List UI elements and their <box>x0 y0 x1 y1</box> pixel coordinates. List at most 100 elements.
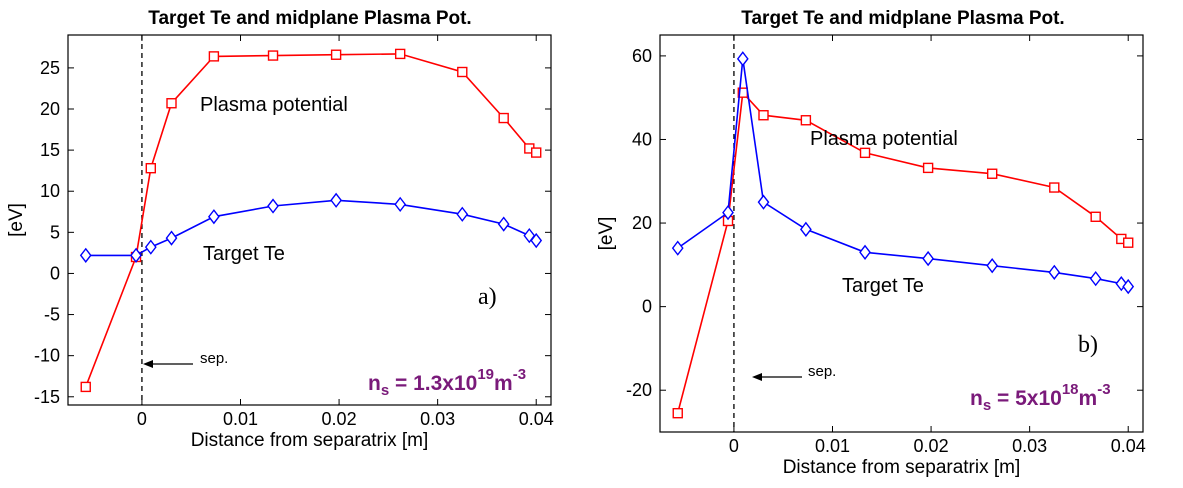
series-label: Plasma potential <box>200 94 348 116</box>
data-point-diamond <box>530 232 543 249</box>
density-unit: m <box>494 372 513 395</box>
density-prefix: n <box>970 387 983 410</box>
y-tick-label: 5 <box>50 222 60 242</box>
data-point-diamond <box>922 250 934 267</box>
data-point-diamond <box>800 221 812 237</box>
y-tick-label: 60 <box>632 46 652 66</box>
sep-arrow-head <box>143 360 153 368</box>
density-unit-exp: -3 <box>1097 381 1110 398</box>
y-tick-label: -20 <box>626 380 652 400</box>
data-point-diamond <box>130 247 142 264</box>
data-point-diamond <box>722 204 734 221</box>
x-tick-label: 0.01 <box>815 436 850 456</box>
data-point-square <box>1049 182 1060 193</box>
plot-frame <box>67 34 552 406</box>
x-tick-label: 0.01 <box>223 409 258 429</box>
data-point-square <box>986 168 998 179</box>
chart-panel-a: Target Te and midplane Plasma Pot. 0 0.01 0… <box>6 8 554 451</box>
data-point-square <box>1090 211 1101 222</box>
x-axis-label: Distance from separatrix [m] <box>191 430 429 451</box>
series-label: Target Te <box>203 243 285 265</box>
panel-label: a) <box>478 284 497 310</box>
data-point-diamond <box>144 239 157 255</box>
density-label: ns = 1.3x1019m-3 <box>368 366 526 399</box>
data-point-diamond <box>267 198 279 214</box>
data-point-diamond <box>1122 278 1135 295</box>
density-prefix: n <box>368 372 381 395</box>
y-tick-label: -5 <box>44 305 60 325</box>
panel-label: b) <box>1078 332 1098 358</box>
separatrix-label: sep. <box>808 363 836 380</box>
y-tick-label: 10 <box>40 181 60 201</box>
x-axis-label: Distance from separatrix [m] <box>783 457 1021 478</box>
data-point-diamond <box>1089 270 1102 287</box>
y-tick-label: 15 <box>40 140 60 160</box>
y-tick-label: 25 <box>40 58 60 78</box>
x-tick-label: 0.04 <box>1111 436 1146 456</box>
data-point-square <box>208 51 220 62</box>
series-label: Plasma potential <box>810 128 958 150</box>
data-point-square <box>758 110 769 121</box>
chart-title: Target Te and midplane Plasma Pot. <box>741 8 1064 29</box>
y-axis-label: [eV] <box>596 217 617 251</box>
data-point-square <box>1123 237 1134 248</box>
data-point-square <box>394 48 406 60</box>
y-axis-label: [eV] <box>6 203 27 237</box>
density-exp: 19 <box>477 366 494 383</box>
x-tick-label: 0.02 <box>322 409 357 429</box>
data-point-square <box>498 112 509 124</box>
plot-frame <box>659 34 1144 433</box>
y-tick-label: 20 <box>40 99 60 119</box>
data-point-square <box>267 50 279 61</box>
data-point-square <box>80 381 91 393</box>
chart-title: Target Te and midplane Plasma Pot. <box>148 8 471 29</box>
data-point-diamond <box>859 244 871 260</box>
data-point-square <box>800 115 812 126</box>
y-tick-label: -15 <box>34 387 60 407</box>
y-tick-label: 0 <box>50 263 60 283</box>
x-tick-label: 0 <box>137 409 147 429</box>
data-point-square <box>531 147 542 158</box>
series-label: Target Te <box>842 275 924 297</box>
data-point-square <box>922 162 934 174</box>
data-point-diamond <box>208 209 220 225</box>
density-sub: s <box>983 397 991 414</box>
y-tick-label: 20 <box>632 213 652 233</box>
density-exp: 18 <box>1062 381 1079 398</box>
x-tick-label: 0.03 <box>1012 436 1047 456</box>
data-point-diamond <box>1048 264 1061 281</box>
sep-arrow-head <box>752 373 762 381</box>
data-point-diamond <box>456 206 469 222</box>
density-unit-exp: -3 <box>513 366 526 383</box>
data-point-square <box>859 147 871 159</box>
data-point-diamond <box>757 194 770 210</box>
data-point-diamond <box>736 51 749 67</box>
data-point-diamond <box>497 216 510 232</box>
data-point-diamond <box>394 196 407 213</box>
y-tick-label: 0 <box>642 297 652 317</box>
x-tick-label: 0.04 <box>519 409 554 429</box>
data-point-square <box>145 162 157 174</box>
y-tick-label: 40 <box>632 129 652 149</box>
x-tick-label: 0.03 <box>420 409 455 429</box>
data-point-diamond <box>671 240 684 256</box>
data-point-square <box>672 407 683 419</box>
density-unit: m <box>1079 387 1098 410</box>
y-tick-label: -10 <box>34 346 60 366</box>
data-point-diamond <box>330 192 342 208</box>
data-point-square <box>166 98 177 109</box>
data-point-diamond <box>79 247 92 264</box>
data-point-square <box>457 66 468 78</box>
density-label: ns = 5x1018m-3 <box>970 381 1111 414</box>
density-mid: = 5x10 <box>991 387 1062 410</box>
separatrix-label: sep. <box>200 350 228 367</box>
x-tick-label: 0.02 <box>914 436 949 456</box>
data-point-diamond <box>986 258 999 274</box>
chart-panel-b: Target Te and midplane Plasma Pot. 0 0.01 0… <box>596 8 1146 478</box>
x-tick-label: 0 <box>729 436 739 456</box>
density-sub: s <box>381 382 389 399</box>
data-point-square <box>330 49 342 60</box>
data-point-diamond <box>165 230 178 246</box>
density-mid: = 1.3x10 <box>389 372 477 395</box>
